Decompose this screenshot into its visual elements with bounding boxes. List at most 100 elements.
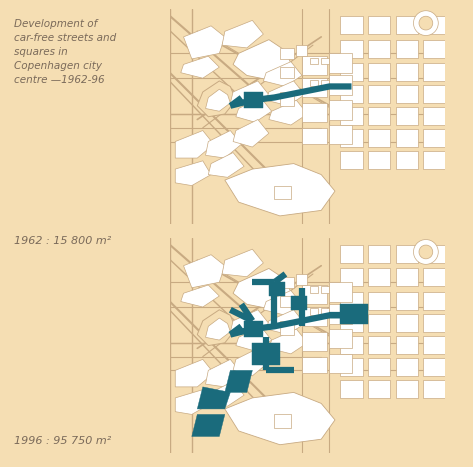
Bar: [341, 269, 362, 286]
Bar: [423, 107, 445, 125]
Bar: [395, 380, 418, 398]
Bar: [368, 292, 390, 310]
Bar: [310, 57, 318, 64]
Polygon shape: [233, 120, 269, 147]
Circle shape: [419, 16, 433, 30]
Circle shape: [413, 240, 438, 264]
Bar: [368, 380, 390, 398]
Bar: [341, 85, 362, 103]
Bar: [341, 314, 362, 332]
Bar: [280, 67, 294, 78]
Bar: [395, 151, 418, 169]
Polygon shape: [175, 130, 214, 158]
Polygon shape: [269, 282, 285, 296]
Bar: [341, 107, 362, 125]
Bar: [280, 277, 294, 288]
Bar: [423, 380, 445, 398]
Bar: [395, 292, 418, 310]
Polygon shape: [233, 269, 294, 310]
Bar: [395, 269, 418, 286]
Bar: [330, 304, 351, 324]
Polygon shape: [225, 163, 335, 216]
Bar: [330, 354, 351, 373]
Polygon shape: [253, 343, 280, 365]
Bar: [368, 129, 390, 147]
Bar: [330, 53, 351, 73]
Bar: [297, 274, 307, 285]
Polygon shape: [230, 81, 269, 106]
Bar: [368, 63, 390, 81]
Bar: [395, 336, 418, 354]
Bar: [395, 40, 418, 57]
Bar: [368, 16, 390, 34]
Bar: [341, 336, 362, 354]
Bar: [368, 336, 390, 354]
Bar: [302, 285, 327, 304]
Polygon shape: [197, 387, 230, 409]
Bar: [302, 307, 327, 326]
Bar: [302, 103, 327, 122]
Bar: [368, 245, 390, 263]
Polygon shape: [206, 318, 230, 340]
Bar: [423, 336, 445, 354]
Bar: [321, 57, 330, 64]
Polygon shape: [184, 255, 225, 288]
Polygon shape: [222, 21, 263, 48]
Polygon shape: [197, 81, 236, 117]
Bar: [302, 357, 327, 373]
Circle shape: [419, 245, 433, 259]
Bar: [423, 314, 445, 332]
Polygon shape: [206, 359, 241, 387]
Polygon shape: [233, 348, 269, 376]
Bar: [395, 245, 418, 263]
Bar: [274, 185, 291, 199]
Polygon shape: [341, 304, 368, 324]
Polygon shape: [269, 329, 307, 354]
Bar: [423, 245, 445, 263]
Bar: [280, 321, 294, 334]
Polygon shape: [233, 40, 294, 81]
Polygon shape: [222, 249, 263, 277]
Bar: [330, 282, 351, 302]
Bar: [423, 129, 445, 147]
Bar: [395, 16, 418, 34]
Polygon shape: [230, 310, 269, 334]
Circle shape: [413, 11, 438, 35]
Bar: [341, 380, 362, 398]
Bar: [341, 129, 362, 147]
Bar: [423, 358, 445, 376]
Bar: [302, 128, 327, 144]
Bar: [341, 245, 362, 263]
Polygon shape: [197, 310, 236, 346]
Polygon shape: [263, 290, 302, 315]
Polygon shape: [266, 81, 305, 106]
Bar: [280, 296, 294, 307]
Polygon shape: [181, 285, 219, 307]
Bar: [302, 332, 327, 351]
Polygon shape: [291, 296, 307, 310]
Text: 1996 : 95 750 m²: 1996 : 95 750 m²: [14, 436, 112, 446]
Bar: [310, 286, 318, 293]
Polygon shape: [225, 392, 335, 445]
Bar: [368, 40, 390, 57]
Bar: [341, 16, 362, 34]
Bar: [368, 107, 390, 125]
Bar: [423, 85, 445, 103]
Bar: [280, 48, 294, 59]
Polygon shape: [206, 89, 230, 111]
Bar: [321, 308, 330, 315]
Polygon shape: [263, 62, 302, 86]
Polygon shape: [236, 98, 272, 122]
Polygon shape: [208, 153, 244, 177]
Polygon shape: [206, 130, 241, 158]
Bar: [341, 63, 362, 81]
Polygon shape: [244, 321, 263, 337]
Bar: [302, 56, 327, 76]
Bar: [330, 76, 351, 95]
Bar: [395, 314, 418, 332]
Bar: [341, 40, 362, 57]
Polygon shape: [266, 310, 305, 334]
Polygon shape: [244, 92, 263, 108]
Text: 1962 : 15 800 m²: 1962 : 15 800 m²: [14, 235, 112, 246]
Bar: [280, 92, 294, 106]
